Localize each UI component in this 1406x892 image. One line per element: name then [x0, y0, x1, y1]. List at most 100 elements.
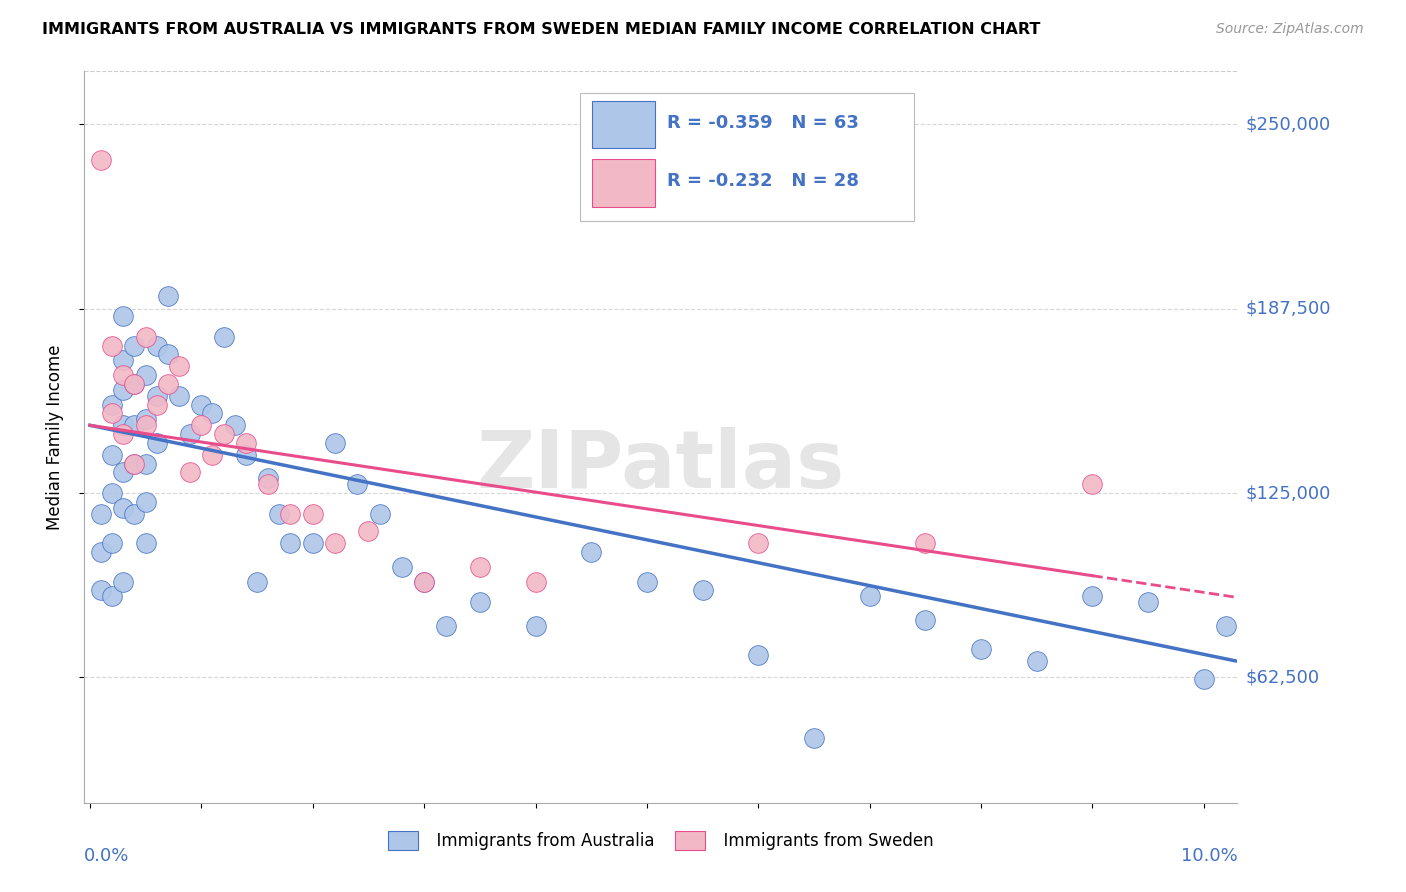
Point [323, 436, 346, 450]
Point [124, 376, 146, 391]
Point [112, 574, 135, 589]
Point [524, 619, 547, 633]
Point [914, 536, 936, 550]
Point [1137, 595, 1160, 609]
Point [145, 436, 167, 450]
Point [179, 427, 201, 442]
Point [145, 398, 167, 412]
Point [124, 376, 146, 391]
Point [112, 309, 135, 323]
Point [90, 153, 112, 167]
Point [167, 359, 190, 374]
Text: $250,000: $250,000 [1246, 115, 1331, 134]
Point [135, 495, 157, 509]
Point [112, 368, 135, 383]
Text: Source: ZipAtlas.com: Source: ZipAtlas.com [1216, 22, 1364, 37]
Point [747, 536, 769, 550]
Point [112, 383, 135, 397]
Point [135, 418, 157, 433]
Point [269, 507, 291, 521]
Point [90, 545, 112, 559]
Point [212, 330, 235, 344]
Point [112, 466, 135, 480]
Point [124, 418, 146, 433]
Point [179, 466, 201, 480]
Point [257, 471, 280, 485]
Point [636, 574, 658, 589]
Point [145, 339, 167, 353]
Point [112, 500, 135, 515]
Point [90, 507, 112, 521]
Point [201, 407, 224, 421]
Point [101, 486, 124, 500]
Point [280, 507, 302, 521]
Text: 10.0%: 10.0% [1181, 847, 1237, 864]
FancyBboxPatch shape [592, 101, 655, 148]
Text: ZIPatlas: ZIPatlas [477, 427, 845, 506]
Text: R = -0.232   N = 28: R = -0.232 N = 28 [666, 172, 859, 190]
Point [135, 457, 157, 471]
Point [112, 353, 135, 368]
Point [970, 642, 993, 657]
Point [124, 507, 146, 521]
Point [914, 613, 936, 627]
Point [101, 339, 124, 353]
Point [135, 330, 157, 344]
Point [156, 376, 179, 391]
Point [301, 536, 323, 550]
Point [468, 559, 491, 574]
Point [301, 507, 323, 521]
Text: $62,500: $62,500 [1246, 668, 1320, 687]
Point [101, 407, 124, 421]
Point [212, 427, 235, 442]
Point [391, 559, 413, 574]
Point [101, 448, 124, 462]
Text: 0.0%: 0.0% [84, 847, 129, 864]
Point [101, 398, 124, 412]
Point [1081, 590, 1104, 604]
Point [190, 418, 212, 433]
Point [859, 590, 882, 604]
Point [246, 574, 269, 589]
Point [692, 583, 714, 598]
Y-axis label: Median Family Income: Median Family Income [45, 344, 63, 530]
Point [124, 457, 146, 471]
Point [156, 347, 179, 361]
Point [413, 574, 436, 589]
Point [468, 595, 491, 609]
Point [101, 536, 124, 550]
Point [145, 389, 167, 403]
Point [579, 545, 602, 559]
Point [124, 339, 146, 353]
Point [357, 524, 380, 539]
Point [124, 457, 146, 471]
Point [190, 398, 212, 412]
Point [235, 436, 257, 450]
Point [135, 368, 157, 383]
Point [803, 731, 825, 745]
Point [112, 418, 135, 433]
Point [101, 590, 124, 604]
Point [135, 536, 157, 550]
Text: $125,000: $125,000 [1246, 484, 1331, 502]
Point [1081, 477, 1104, 491]
Point [156, 288, 179, 302]
Point [434, 619, 457, 633]
Point [224, 418, 246, 433]
Point [167, 389, 190, 403]
FancyBboxPatch shape [592, 159, 655, 207]
Text: $187,500: $187,500 [1246, 300, 1331, 318]
Point [235, 448, 257, 462]
Point [201, 448, 224, 462]
FancyBboxPatch shape [581, 94, 914, 221]
Point [112, 427, 135, 442]
Point [323, 536, 346, 550]
Text: R = -0.359   N = 63: R = -0.359 N = 63 [666, 113, 859, 131]
Point [280, 536, 302, 550]
Point [257, 477, 280, 491]
Point [1025, 654, 1047, 668]
Point [346, 477, 368, 491]
Point [1215, 619, 1237, 633]
Point [90, 583, 112, 598]
Point [135, 412, 157, 426]
